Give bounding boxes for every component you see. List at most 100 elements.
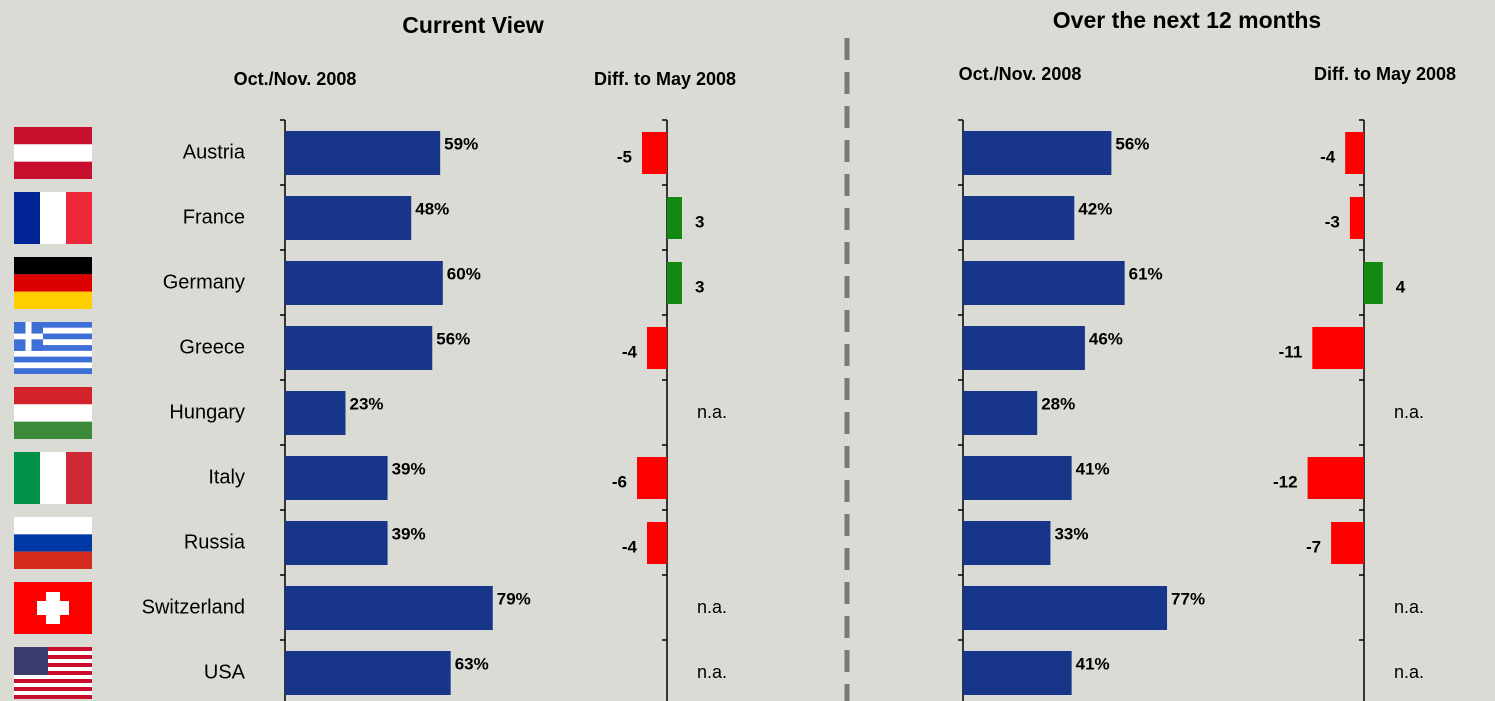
value-label: 42% [1078, 199, 1112, 218]
value-label: 23% [349, 394, 383, 413]
value-label: 39% [392, 459, 426, 478]
value-label: -5 [617, 147, 632, 166]
bar [963, 521, 1051, 565]
flag [14, 257, 92, 275]
bar [1345, 132, 1364, 174]
category-label: Austria [183, 141, 246, 163]
flag [40, 452, 66, 504]
value-label: -4 [1320, 147, 1336, 166]
value-label: -11 [1279, 342, 1303, 361]
flag [14, 345, 92, 351]
value-label: 56% [1115, 134, 1149, 153]
value-label: 28% [1041, 394, 1075, 413]
bar [963, 456, 1072, 500]
value-label: 48% [415, 199, 449, 218]
bar [642, 132, 667, 174]
value-label: 39% [392, 524, 426, 543]
flag [40, 192, 66, 244]
flag [25, 322, 32, 351]
bar [1331, 522, 1364, 564]
bar [963, 391, 1038, 435]
bar [285, 326, 433, 370]
bar [667, 197, 682, 239]
flag [14, 291, 92, 309]
flag [14, 695, 92, 699]
value-label: -7 [1306, 537, 1321, 556]
value-label: 77% [1171, 589, 1205, 608]
bar [285, 586, 493, 630]
flag [14, 339, 92, 346]
flag [14, 517, 92, 535]
bar [963, 131, 1112, 175]
flag [66, 452, 92, 504]
bar [963, 326, 1085, 370]
value-label: n.a. [1394, 402, 1424, 422]
value-label: 3 [695, 212, 704, 231]
bar [285, 456, 388, 500]
value-label: -6 [612, 472, 627, 491]
bar [647, 522, 667, 564]
flag [14, 452, 40, 504]
bar [285, 521, 388, 565]
flag [37, 601, 69, 615]
bar [285, 196, 412, 240]
value-label: 56% [436, 329, 470, 348]
value-label: n.a. [1394, 662, 1424, 682]
value-label: 79% [497, 589, 531, 608]
category-label: USA [204, 661, 246, 683]
flag [14, 655, 92, 659]
flag [14, 534, 92, 552]
value-label: 60% [447, 264, 481, 283]
flag [14, 687, 92, 691]
category-label: Russia [184, 531, 246, 553]
category-label: France [183, 206, 245, 228]
value-label: 41% [1076, 654, 1110, 673]
flag [66, 192, 92, 244]
value-label: n.a. [697, 402, 727, 422]
value-label: n.a. [697, 662, 727, 682]
flag [14, 387, 92, 405]
value-label: -4 [622, 537, 638, 556]
category-label: Italy [208, 466, 245, 488]
chart-title: Oct./Nov. 2008 [959, 64, 1082, 84]
flag [14, 551, 92, 569]
flag [14, 683, 92, 687]
bar [1307, 457, 1364, 499]
flag [14, 667, 92, 671]
value-label: n.a. [697, 597, 727, 617]
flag [14, 333, 92, 340]
value-label: 4 [1396, 277, 1406, 296]
flag [14, 691, 92, 695]
flag [14, 647, 92, 651]
value-label: -12 [1273, 472, 1298, 491]
flag [14, 327, 92, 334]
bar [1349, 197, 1364, 239]
value-label: n.a. [1394, 597, 1424, 617]
value-label: 33% [1054, 524, 1088, 543]
flag [14, 350, 92, 357]
flag [14, 127, 92, 145]
flag [14, 675, 92, 679]
flag [14, 671, 92, 675]
flag [14, 322, 92, 328]
bar [963, 261, 1125, 305]
chart-title: Diff. to May 2008 [1314, 64, 1456, 84]
value-label: -4 [622, 342, 638, 361]
flag [14, 679, 92, 683]
flag [14, 274, 92, 292]
category-label: Germany [163, 271, 245, 293]
flag [14, 421, 92, 439]
flag [14, 192, 40, 244]
bar [1364, 262, 1383, 304]
category-label: Hungary [169, 401, 245, 423]
flag [14, 368, 92, 374]
bar [1312, 327, 1364, 369]
bar [963, 651, 1072, 695]
flag [14, 647, 48, 675]
flag [14, 651, 92, 655]
bar [963, 586, 1168, 630]
value-label: 63% [455, 654, 489, 673]
bar [963, 196, 1075, 240]
flag [14, 659, 92, 663]
